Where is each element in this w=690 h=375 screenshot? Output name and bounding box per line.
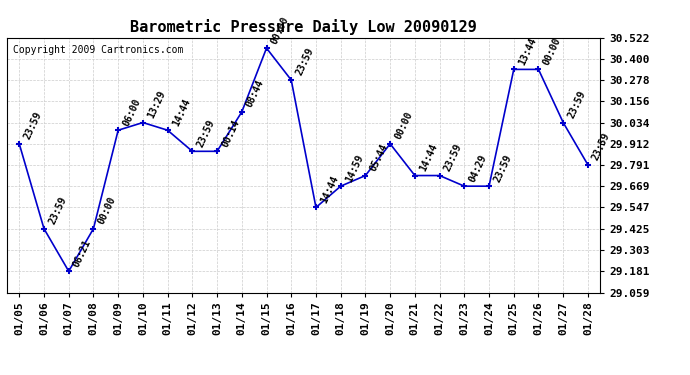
Text: 23:59: 23:59	[492, 153, 513, 183]
Text: 23:59: 23:59	[22, 110, 43, 141]
Text: 23:59: 23:59	[294, 46, 315, 77]
Text: 14:44: 14:44	[319, 174, 340, 205]
Text: 00:00: 00:00	[269, 15, 290, 45]
Text: 23:59: 23:59	[442, 142, 464, 173]
Text: 23:59: 23:59	[47, 195, 68, 226]
Text: 00:00: 00:00	[393, 110, 415, 141]
Text: 06:21: 06:21	[72, 238, 93, 268]
Text: 05:44: 05:44	[368, 142, 390, 173]
Text: 04:29: 04:29	[467, 153, 489, 183]
Text: 00:14: 00:14	[220, 118, 242, 148]
Text: 08:44: 08:44	[244, 78, 266, 109]
Text: 13:44: 13:44	[517, 36, 538, 67]
Text: 14:59: 14:59	[344, 153, 365, 183]
Title: Barometric Pressure Daily Low 20090129: Barometric Pressure Daily Low 20090129	[130, 19, 477, 35]
Text: Copyright 2009 Cartronics.com: Copyright 2009 Cartronics.com	[13, 45, 184, 55]
Text: 23:59: 23:59	[566, 89, 587, 120]
Text: 00:00: 00:00	[96, 195, 118, 226]
Text: 14:44: 14:44	[417, 142, 439, 173]
Text: 13:29: 13:29	[146, 89, 167, 120]
Text: 00:00: 00:00	[541, 36, 563, 67]
Text: 23:59: 23:59	[591, 131, 612, 162]
Text: 06:00: 06:00	[121, 97, 142, 128]
Text: 14:44: 14:44	[170, 97, 192, 128]
Text: 23:59: 23:59	[195, 118, 217, 148]
